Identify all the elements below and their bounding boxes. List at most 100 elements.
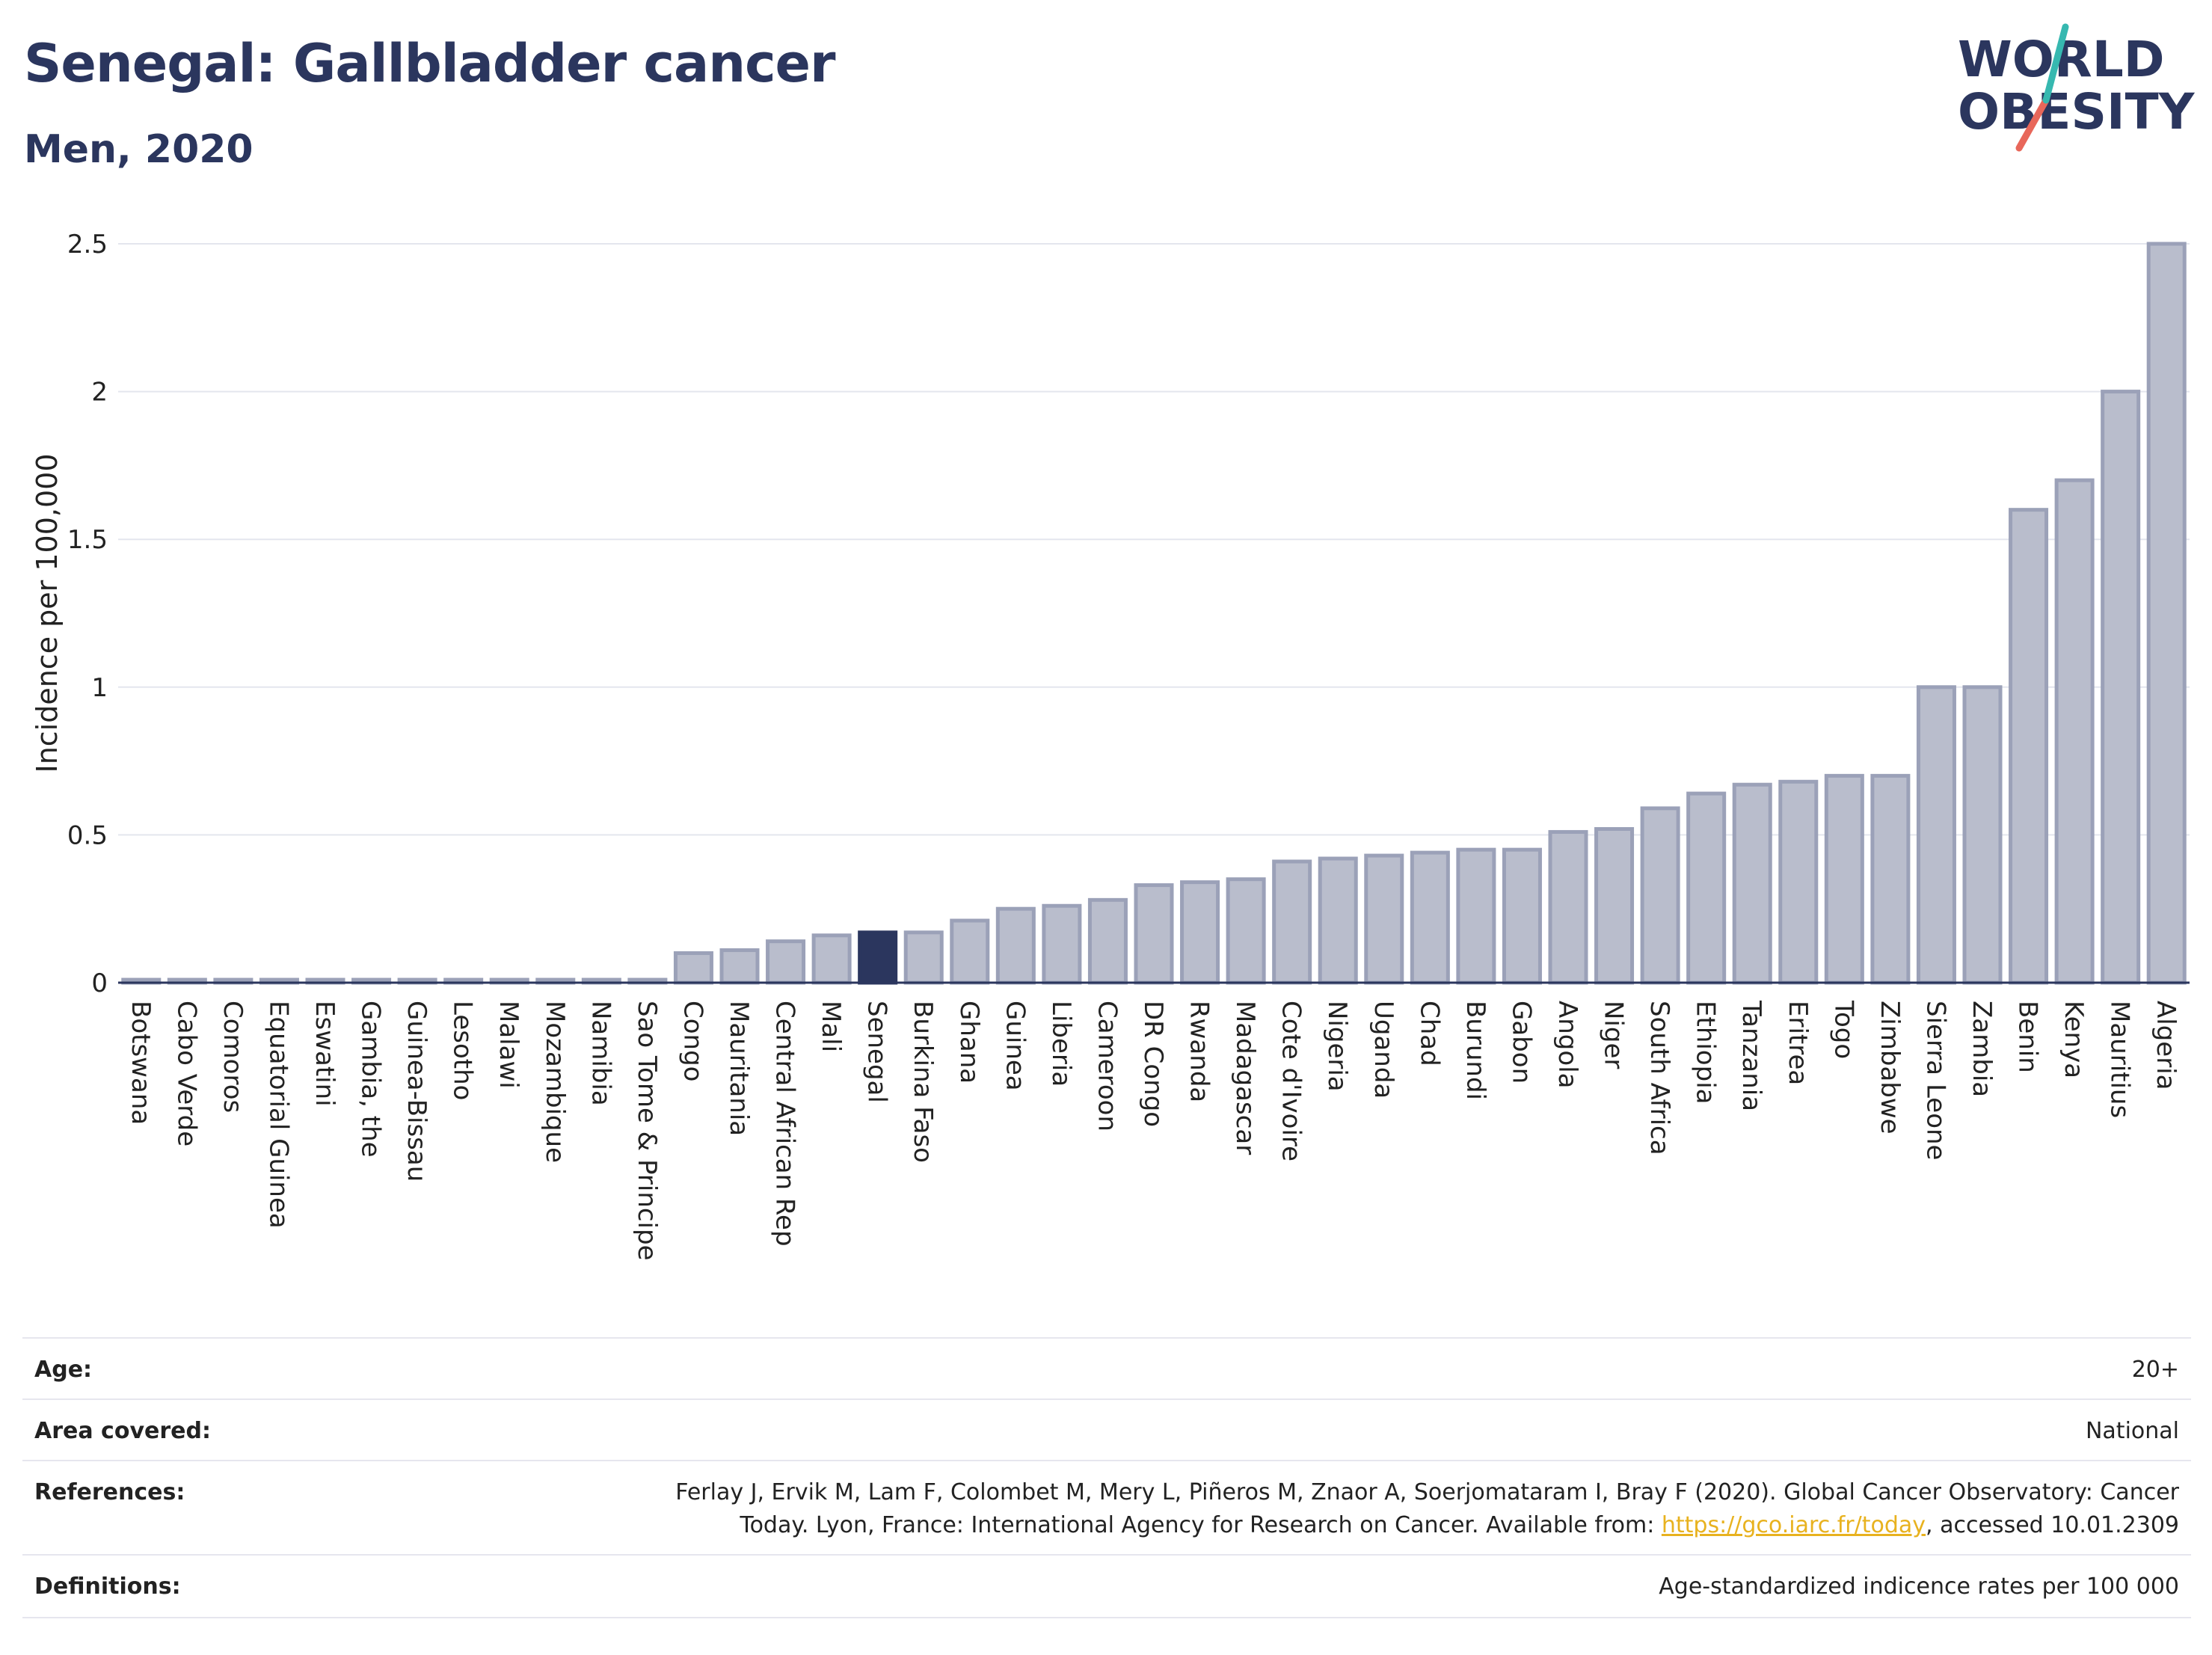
bar [995, 906, 1036, 985]
y-tick-label: 0 [91, 968, 108, 998]
x-tick-label: Eswatini [310, 1001, 340, 1107]
bar [1870, 773, 1911, 985]
bar [1180, 880, 1220, 985]
x-tick-label: Mozambique [540, 1001, 570, 1163]
bar [1364, 853, 1404, 985]
x-tick-label: Tanzania [1736, 1000, 1766, 1111]
definitions-row: Definitions: Age-standardized indicence … [22, 1554, 2191, 1618]
area-value: National [2085, 1418, 2179, 1444]
x-tick-label: Mali [816, 1001, 846, 1052]
x-tick-label: Ghana [954, 1001, 984, 1084]
age-value: 20+ [2131, 1357, 2179, 1383]
bar [1318, 856, 1358, 985]
x-tick-label: DR Congo [1138, 1001, 1168, 1127]
references-line1: Ferlay J, Ervik M, Lam F, Colombet M, Me… [675, 1479, 2179, 1505]
bar [1824, 773, 1864, 985]
definitions-label: Definitions: [34, 1573, 181, 1600]
x-tick-label: Sierra Leone [1920, 1001, 1950, 1160]
world-obesity-logo: WORLD OBESITY [1958, 23, 2196, 152]
x-tick-label: Liberia [1046, 1001, 1076, 1087]
area-row: Area covered: National [22, 1398, 2191, 1461]
y-tick-label: 0.5 [67, 820, 108, 850]
bar [1410, 850, 1450, 985]
x-tick-label: Gabon [1506, 1001, 1536, 1084]
bar [2054, 478, 2095, 985]
bar [1916, 685, 1956, 985]
bar [1962, 685, 2003, 985]
x-tick-label: Cameroon [1092, 1001, 1122, 1132]
y-axis-label: Incidence per 100,000 [31, 453, 64, 773]
age-label: Age: [34, 1357, 93, 1383]
x-tick-label: Burundi [1460, 1001, 1490, 1100]
x-tick-label: Guinea [1000, 1001, 1030, 1091]
x-tick-label: Burkina Faso [908, 1001, 938, 1163]
bar [1134, 883, 1174, 985]
x-tick-label: Central African Rep [770, 1001, 800, 1247]
x-tick-label: Algeria [2151, 1001, 2181, 1090]
x-tick-label: Togo [1828, 1000, 1858, 1059]
bar [2146, 242, 2187, 985]
bar [1686, 791, 1727, 985]
x-tick-label: Niger [1599, 1001, 1629, 1069]
y-tick-label: 2 [91, 378, 108, 408]
x-tick-label: Mauritius [2105, 1001, 2135, 1118]
area-label: Area covered: [34, 1418, 211, 1444]
x-tick-label: Cabo Verde [171, 1001, 201, 1146]
x-tick-label: Mauritania [724, 1001, 754, 1136]
x-tick-label: Equatorial Guinea [263, 1001, 293, 1229]
x-tick-label: Namibia [586, 1001, 615, 1106]
y-tick-label: 1 [91, 673, 108, 703]
x-tick-label: Botswana [126, 1001, 156, 1125]
bar [903, 930, 944, 985]
bar [673, 951, 713, 985]
bar [1042, 903, 1082, 985]
x-tick-label: Sao Tome & Principe [632, 1001, 662, 1261]
x-tick-label: Ethiopia [1691, 1001, 1721, 1104]
bar-chart: 0 0.5 1 1.5 2 2.5 Incidence per 100,000 Botswan… [31, 230, 2190, 1261]
x-tick-label: Angola [1552, 1001, 1582, 1088]
chart-title: Senegal: Gallbladder cancer [24, 33, 836, 94]
x-tick-label: Nigeria [1322, 1001, 1352, 1092]
bar [719, 948, 760, 985]
bar [2101, 390, 2141, 985]
x-tick-label: Senegal [862, 1001, 892, 1103]
bar [1087, 897, 1128, 985]
bar [1548, 829, 1588, 985]
x-tick-label: Benin [2013, 1001, 2043, 1073]
age-row: Age: 20+ [22, 1337, 2191, 1400]
references-line2-post: , accessed 10.01.2309 [1926, 1512, 2179, 1538]
definitions-value: Age-standardized indicence rates per 100… [1659, 1573, 2179, 1600]
bar [1594, 826, 1635, 985]
y-tick-label: 2.5 [67, 230, 108, 260]
logo-line2: OBESITY [1958, 83, 2196, 141]
x-tick-label: Uganda [1368, 1001, 1398, 1099]
x-tick-label: Zimbabwe [1875, 1001, 1905, 1134]
x-tick-label: Rwanda [1185, 1001, 1214, 1102]
bar [1226, 877, 1266, 985]
references-line2-pre: Today. Lyon, France: International Agenc… [740, 1512, 1662, 1538]
x-tick-label: Madagascar [1230, 1001, 1260, 1155]
x-tick-label: Eritrea [1783, 1001, 1813, 1085]
references-label: References: [34, 1479, 185, 1505]
bar [1272, 859, 1312, 985]
bar [858, 930, 898, 985]
bar [1778, 779, 1819, 985]
bar [1640, 806, 1680, 985]
x-tick-label: Lesotho [448, 1001, 478, 1100]
references-row: References: Ferlay J, Ervik M, Lam F, Co… [22, 1460, 2191, 1556]
bar [1502, 847, 1542, 985]
bar [2009, 508, 2049, 985]
chart-subtitle: Men, 2020 [24, 127, 254, 172]
references-line2: Today. Lyon, France: International Agenc… [675, 1509, 2179, 1542]
references-value: Ferlay J, Ervik M, Lam F, Colombet M, Me… [675, 1476, 2179, 1542]
x-tick-label: Zambia [1967, 1001, 1997, 1097]
x-tick-label: Cote d'Ivoire [1276, 1001, 1306, 1161]
x-tick-label: South Africa [1644, 1001, 1674, 1155]
x-tick-label: Congo [678, 1001, 707, 1081]
x-tick-label: Gambia, the [356, 1001, 386, 1158]
x-tick-label: Kenya [2059, 1001, 2089, 1078]
bar [1456, 847, 1496, 985]
bar [950, 918, 990, 985]
references-link[interactable]: https://gco.iarc.fr/today [1661, 1512, 1926, 1538]
x-tick-label: Malawi [494, 1001, 523, 1089]
